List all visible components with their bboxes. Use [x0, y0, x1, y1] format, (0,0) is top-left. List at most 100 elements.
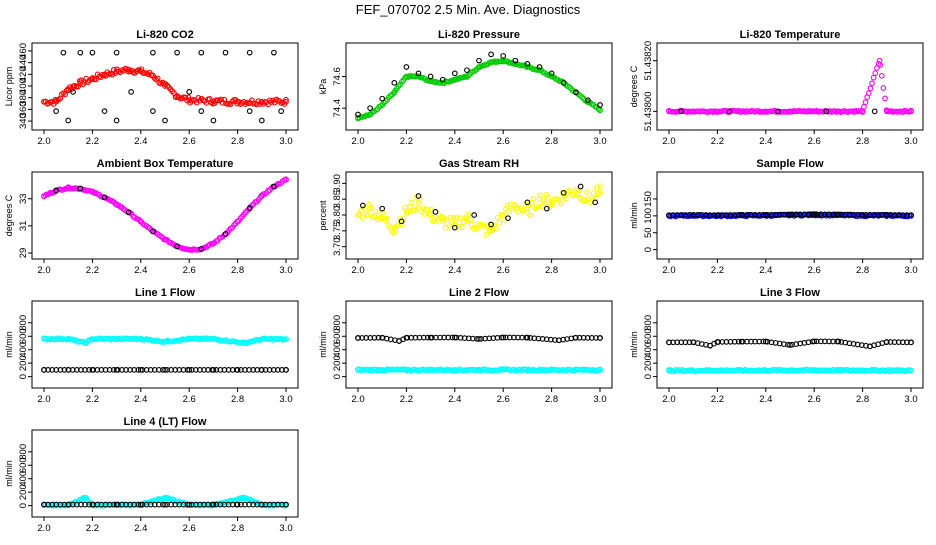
- data-point-black: [883, 339, 890, 345]
- data-point-magenta: [283, 176, 289, 183]
- data-point-black: [89, 49, 96, 56]
- y-tick-label: 340: [18, 113, 29, 129]
- data-point-magenta: [137, 218, 144, 225]
- data-point-red: [125, 66, 132, 73]
- data-point-green: [439, 79, 446, 86]
- plot-title: Gas Stream RH: [439, 158, 519, 170]
- data-point-green: [488, 59, 494, 66]
- x-tick-label: 2.8: [856, 394, 869, 405]
- data-point-cyan: [355, 367, 361, 373]
- data-point-black: [60, 49, 67, 56]
- y-tick-label: 74.4: [332, 99, 343, 118]
- data-point-yellow: [451, 221, 458, 228]
- plot-title: Line 2 Flow: [449, 287, 509, 299]
- x-tick-label: 2.2: [400, 394, 413, 405]
- plot-title: Ambient Box Temperature: [97, 158, 234, 170]
- data-point-cyan: [787, 367, 793, 374]
- data-point-magenta: [870, 74, 877, 81]
- plot-title: Line 3 Flow: [760, 287, 820, 299]
- data-point-black: [379, 95, 386, 102]
- data-point-black: [65, 117, 72, 124]
- data-point-green: [399, 78, 405, 85]
- y-tick-label: 600: [18, 328, 29, 344]
- data-point-black: [556, 337, 562, 344]
- data-point-yellow: [592, 195, 598, 202]
- data-point-red: [53, 98, 59, 105]
- data-point-yellow: [428, 206, 434, 213]
- data-point-yellow: [584, 189, 590, 196]
- data-point-green: [355, 114, 361, 121]
- y-tick-label: 360: [18, 101, 29, 117]
- data-point-black: [859, 211, 866, 218]
- data-point-black: [65, 501, 72, 508]
- data-point-yellow: [364, 212, 371, 218]
- x-tick-label: 2.8: [856, 136, 869, 147]
- data-point-black: [714, 339, 721, 345]
- data-point-yellow: [459, 224, 465, 231]
- data-point-yellow: [485, 222, 491, 228]
- y-tick-label: 400: [18, 78, 29, 94]
- x-tick-label: 2.6: [808, 394, 821, 405]
- data-point-cyan: [210, 336, 217, 342]
- data-point-yellow: [420, 205, 426, 211]
- x-tick-label: 2.2: [400, 136, 413, 147]
- data-point-black: [451, 334, 458, 341]
- data-point-magenta: [762, 108, 769, 115]
- data-point-black: [113, 367, 120, 373]
- data-point-green: [395, 83, 402, 89]
- plot-frame: [345, 171, 613, 260]
- data-point-black: [451, 70, 458, 77]
- data-point-magenta: [908, 108, 914, 115]
- x-tick-label: 2.8: [545, 136, 558, 147]
- data-point-cyan: [762, 367, 769, 374]
- data-point-red: [113, 68, 120, 75]
- data-point-red: [137, 68, 144, 75]
- data-point-black: [500, 334, 507, 341]
- x-tick-label: 2.0: [37, 523, 50, 534]
- x-tick-label: 2.4: [134, 394, 147, 405]
- data-point-black: [162, 501, 168, 508]
- data-point-cyan: [548, 367, 555, 373]
- data-point-black: [222, 231, 229, 237]
- data-point-yellow: [403, 208, 410, 215]
- y-tick-label: 100: [643, 208, 654, 224]
- data-point-black: [125, 209, 132, 216]
- x-tick-label: 2.6: [497, 394, 510, 405]
- x-tick-label: 2.8: [231, 523, 244, 534]
- data-point-black: [488, 221, 494, 228]
- data-point-magenta: [41, 193, 47, 199]
- x-tick-label: 2.8: [545, 265, 558, 276]
- y-tick-label: 200: [643, 355, 654, 371]
- data-point-cyan: [186, 336, 193, 342]
- data-point-yellow: [399, 221, 405, 228]
- data-point-magenta: [876, 57, 883, 64]
- data-point-black: [379, 334, 386, 341]
- data-point-red: [283, 98, 289, 105]
- y-tick-label: 400: [18, 471, 29, 487]
- data-point-cyan: [597, 367, 603, 373]
- data-point-magenta: [690, 108, 697, 115]
- y-tick-label: 3.90: [332, 174, 343, 193]
- data-point-black: [65, 367, 72, 373]
- data-point-black: [355, 111, 361, 118]
- data-point-magenta: [714, 108, 721, 115]
- data-point-black: [427, 334, 434, 341]
- data-point-black: [396, 338, 402, 344]
- data-point-yellow: [367, 205, 373, 212]
- data-point-magenta: [738, 108, 745, 115]
- data-point-black: [186, 501, 193, 508]
- data-point-green: [451, 76, 458, 83]
- data-point-red: [89, 76, 96, 82]
- data-point-yellow: [395, 222, 402, 229]
- x-tick-label: 2.6: [808, 265, 821, 276]
- y-tick-label: 200: [332, 355, 343, 371]
- data-point-cyan: [175, 498, 182, 505]
- data-point-black: [666, 339, 672, 346]
- data-point-black: [41, 501, 47, 508]
- data-point-cyan: [137, 336, 144, 342]
- data-point-black: [572, 334, 579, 341]
- x-tick-label: 2.0: [37, 136, 50, 147]
- data-point-black: [150, 108, 156, 114]
- data-point-yellow: [481, 223, 488, 230]
- data-point-black: [283, 367, 289, 373]
